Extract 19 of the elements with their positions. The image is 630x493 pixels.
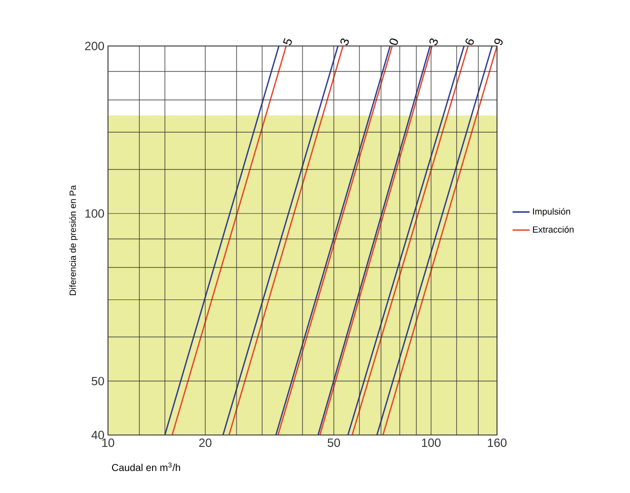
x-axis-title: Caudal en m$^{3}$/h bbox=[112, 462, 180, 472]
annotation: 0 bbox=[390, 38, 398, 45]
x-tick-label: 10 bbox=[102, 438, 114, 447]
y-tick-label: 50 bbox=[92, 376, 104, 386]
legend-label: Extracción bbox=[532, 226, 574, 233]
y-tick-label: 40 bbox=[91, 430, 104, 440]
y-tick-label: 200 bbox=[85, 42, 104, 50]
x-tick-label: 100 bbox=[422, 438, 441, 447]
y-tick-label: 100 bbox=[85, 209, 104, 218]
x-tick-label: 50 bbox=[328, 438, 340, 447]
x-tick-label: 20 bbox=[199, 438, 212, 447]
x-tick-label: 160 bbox=[488, 438, 507, 447]
legend-label: Impulsión bbox=[533, 208, 570, 216]
annotation: 3 bbox=[340, 38, 349, 46]
annotation: 6 bbox=[466, 38, 474, 45]
annotation: 3 bbox=[429, 38, 438, 46]
annotation: 5 bbox=[282, 38, 292, 46]
annotation: 9 bbox=[494, 38, 503, 46]
y-axis-title: Diferencia de presión en Pa bbox=[69, 185, 78, 296]
